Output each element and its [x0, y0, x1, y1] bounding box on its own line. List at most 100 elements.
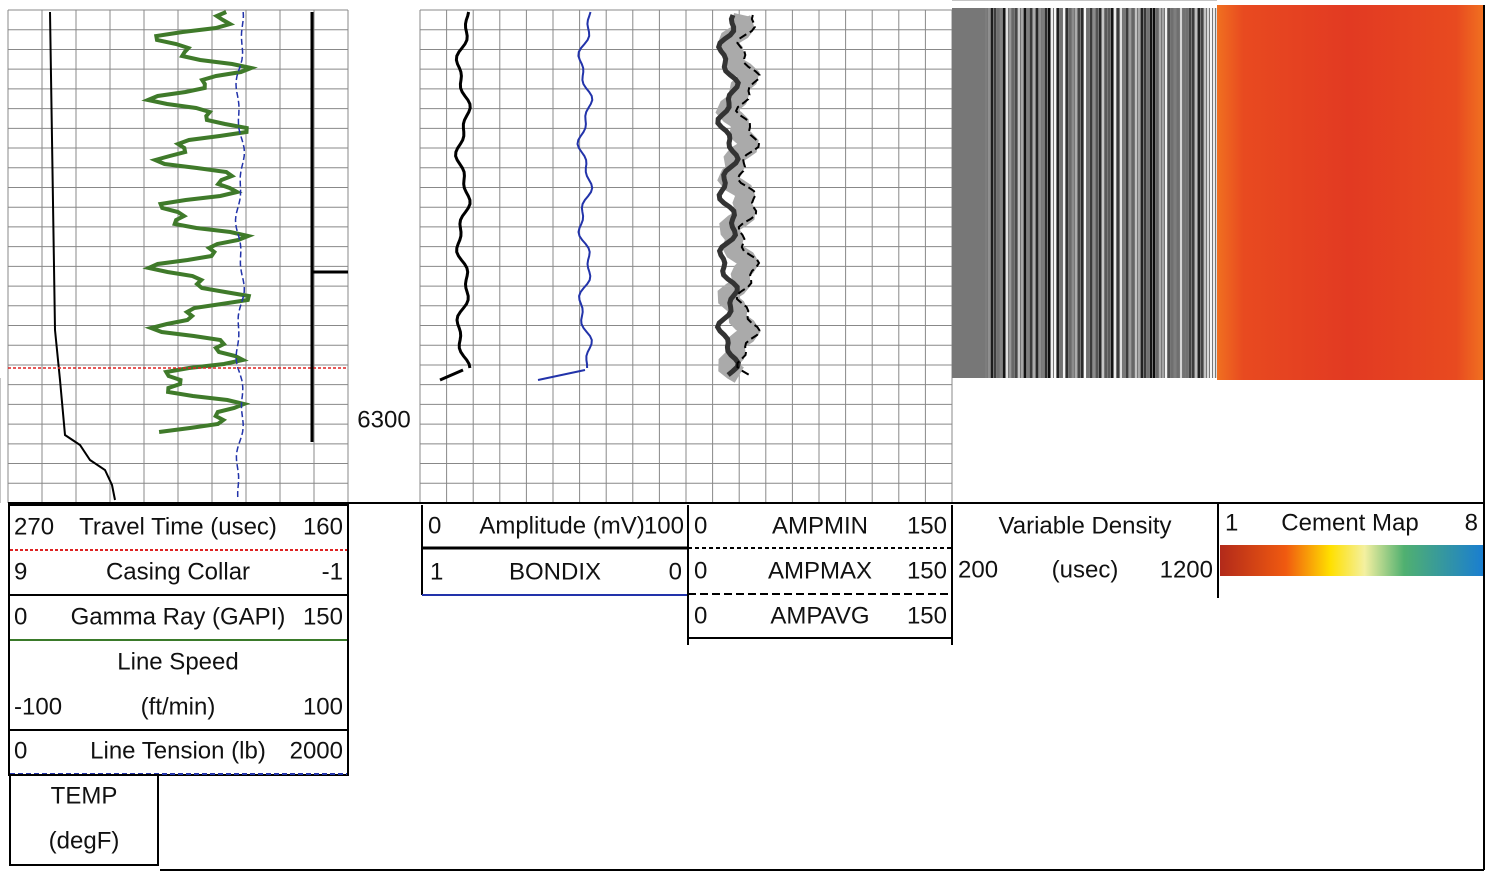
- color-scale: [1220, 545, 1483, 576]
- vdl-stripe: [1018, 8, 1020, 378]
- vdl-stripe: [1156, 8, 1158, 378]
- vdl-stripe: [1186, 8, 1188, 378]
- scale-left: 0: [694, 602, 707, 629]
- curve-unit: (degF): [49, 827, 120, 854]
- vdl-stripe: [1162, 8, 1164, 378]
- curve-name: BONDIX: [509, 558, 601, 585]
- vdl-stripe: [1090, 8, 1092, 378]
- vdl-stripe: [1165, 8, 1167, 378]
- track2-header: 0 Amplitude (mV) 100 1 BONDIX 0: [421, 505, 688, 596]
- scale-left: 0: [428, 512, 441, 539]
- scale-right: 1200: [1160, 556, 1213, 583]
- vdl-stripe: [1177, 8, 1179, 378]
- vdl-stripe: [1051, 8, 1053, 378]
- vdl-stripe: [1183, 8, 1185, 378]
- scale-left: 0: [694, 512, 707, 539]
- vdl-stripe: [1147, 8, 1149, 378]
- vdl-stripe: [1150, 8, 1152, 378]
- curve-name: TEMP: [51, 782, 118, 809]
- cement-map-image: [1217, 5, 1483, 380]
- vdl-stripe: [994, 8, 996, 378]
- vdl-stripe: [1198, 8, 1200, 378]
- curve-name: Cement Map: [1281, 509, 1418, 536]
- vdl-stripe: [1123, 8, 1125, 378]
- vdl-stripe: [1099, 8, 1101, 378]
- scale-left: 270: [14, 513, 54, 540]
- vdl-stripe: [1075, 8, 1077, 378]
- vdl-stripe: [1141, 8, 1143, 378]
- scale-right: 2000: [290, 737, 343, 764]
- vdl-stripe: [1111, 8, 1113, 378]
- temp-curve: [234, 11, 246, 501]
- curve-name: Gamma Ray (GAPI): [71, 603, 286, 630]
- vdl-stripe: [1048, 8, 1050, 378]
- vdl-stripe: [1021, 8, 1023, 378]
- scale-left: -100: [14, 693, 62, 720]
- scale-left: 200: [958, 556, 998, 583]
- vdl-stripe: [1060, 8, 1062, 378]
- vdl-stripe: [1039, 8, 1041, 378]
- gamma-ray-curve: [141, 10, 258, 434]
- vdl-stripe: [1210, 8, 1212, 378]
- vdl-stripe: [1168, 8, 1170, 378]
- vdl-stripes: [985, 8, 1218, 378]
- vdl-stripe: [1078, 8, 1080, 378]
- scale-right: 100: [303, 693, 343, 720]
- scale-right: 150: [907, 512, 947, 539]
- curve-name: Casing Collar: [106, 558, 250, 585]
- depth-label: 6300: [357, 406, 410, 433]
- vdl-stripe: [1042, 8, 1044, 378]
- vdl-stripe: [1135, 8, 1137, 378]
- vdl-stripe: [1087, 8, 1089, 378]
- vdl-stripe: [1102, 8, 1104, 378]
- curve-unit: (usec): [1052, 556, 1119, 583]
- scale-right: 0: [669, 558, 682, 585]
- vdl-stripe: [1057, 8, 1059, 378]
- vdl-stripe: [1009, 8, 1011, 378]
- vdl-stripe: [991, 8, 993, 378]
- scale-right: 100: [644, 512, 684, 539]
- vdl-stripe: [1003, 8, 1005, 378]
- vdl-stripe: [1000, 8, 1002, 378]
- vdl-stripe: [1108, 8, 1110, 378]
- track3-header: 0 AMPMIN 150 0 AMPMAX 150 0 AMPAVG 150: [687, 505, 953, 645]
- vdl-stripe: [1207, 8, 1209, 378]
- vdl-stripe: [1027, 8, 1029, 378]
- vdl-stripe: [997, 8, 999, 378]
- vdl-stripe: [1114, 8, 1116, 378]
- vdl-stripe: [1105, 8, 1107, 378]
- track4-header: Variable Density 200 (usec) 1200: [958, 503, 1219, 598]
- scale-left: 0: [694, 557, 707, 584]
- ampavg-curve: [734, 14, 762, 376]
- curve-unit: (ft/min): [141, 693, 216, 720]
- vdl-stripe: [1036, 8, 1038, 378]
- vdl-stripe: [1066, 8, 1068, 378]
- scale-right: 150: [907, 557, 947, 584]
- vdl-stripe: [1015, 8, 1017, 378]
- vdl-stripe: [1204, 8, 1206, 378]
- vdl-stripe: [1129, 8, 1131, 378]
- vdl-stripe: [1195, 8, 1197, 378]
- scale-right: 150: [303, 603, 343, 630]
- travel-time-curve: [49, 11, 116, 501]
- vdl-stripe: [1201, 8, 1203, 378]
- vdl-stripe: [1030, 8, 1032, 378]
- vdl-stripe: [985, 8, 987, 378]
- scale-left: 9: [14, 558, 27, 585]
- ampmin-curve: [714, 14, 742, 377]
- scale-left: 0: [14, 603, 27, 630]
- vdl-stripe: [1192, 8, 1194, 378]
- vdl-stripe: [1033, 8, 1035, 378]
- vdl-stripe: [1045, 8, 1047, 378]
- vdl-stripe: [1081, 8, 1083, 378]
- vdl-stripe: [1153, 8, 1155, 378]
- curve-name: AMPAVG: [770, 602, 869, 629]
- header-box: [9, 774, 159, 866]
- track1-header: 270 Travel Time (usec) 160 9 Casing Coll…: [8, 504, 349, 866]
- vdl-stripe: [1132, 8, 1134, 378]
- scale-right: 8: [1465, 509, 1478, 536]
- scale-left: 1: [430, 558, 443, 585]
- vdl-stripe: [1138, 8, 1140, 378]
- vdl-stripe: [1117, 8, 1119, 378]
